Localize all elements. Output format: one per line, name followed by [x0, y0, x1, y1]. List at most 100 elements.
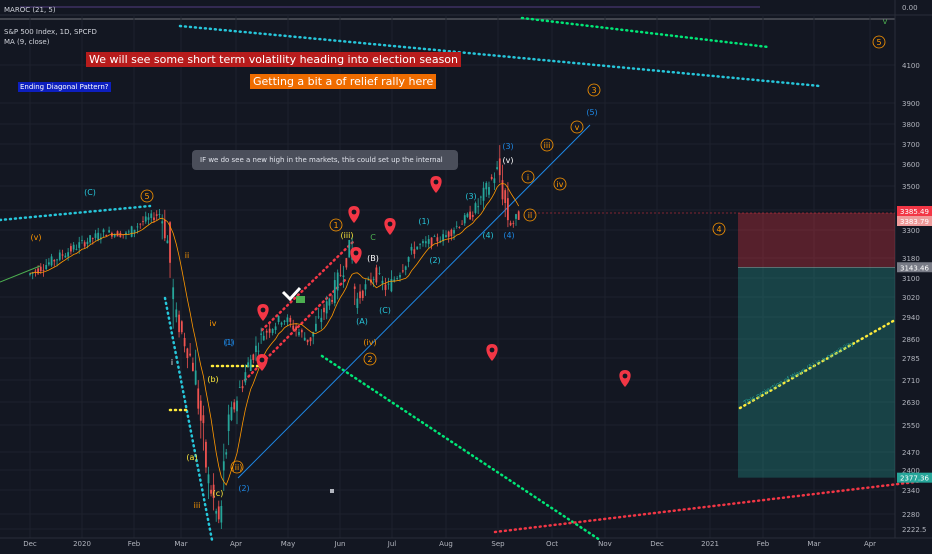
candle-body-16 — [72, 244, 75, 250]
indicator-tick-label: 0.00 — [902, 4, 918, 12]
map-pin-dot-0 — [260, 307, 266, 313]
wave-label-35: 3 — [591, 86, 596, 95]
candle-body-132 — [393, 279, 396, 282]
y-tick-label-12: 2860 — [902, 336, 920, 344]
candle-body-115 — [345, 258, 348, 268]
wave-label-37: 5 — [876, 38, 881, 47]
wave-label-31: iii — [544, 141, 551, 150]
candle-body-20 — [83, 242, 86, 247]
trend-cyan-top — [178, 24, 822, 88]
candle-body-91 — [277, 315, 280, 322]
trend-green-top — [520, 16, 770, 49]
map-pin-icon-6 — [486, 344, 498, 361]
y-tick-label-3: 3700 — [902, 141, 920, 149]
candle-body-149 — [442, 234, 445, 242]
candle-body-153 — [453, 230, 455, 234]
wave-label-4: iv — [210, 319, 217, 328]
candle-body-44 — [150, 213, 153, 219]
candle-body-46 — [155, 214, 158, 216]
candle-body-88 — [268, 328, 271, 333]
candle-body-100 — [303, 337, 306, 341]
ending-diagonal-note: Ending Diagonal Pattern? — [18, 82, 111, 92]
indicator-label: MAROC (21, 5) — [4, 6, 56, 14]
candle-body-11 — [58, 252, 61, 260]
candle-body-62 — [199, 400, 202, 421]
candle-body-82 — [252, 354, 255, 361]
candle-body-107 — [323, 307, 325, 313]
wave-circle-31 — [540, 138, 554, 152]
candle-body-86 — [262, 335, 265, 341]
candle-body-47 — [158, 213, 161, 215]
x-tick-label-10: Oct — [546, 540, 558, 548]
candle-body-60 — [194, 370, 197, 385]
candle-body-42 — [144, 216, 147, 222]
candle-body-141 — [419, 244, 421, 245]
wave-label-9: (ii) — [232, 463, 243, 472]
x-tick-label-3: Mar — [174, 540, 187, 548]
candle-body-92 — [280, 322, 283, 325]
y-tick-label-10: 3020 — [902, 294, 920, 302]
candle-body-52 — [172, 287, 175, 300]
y-tick-label-17: 2470 — [902, 449, 920, 457]
candle-body-139 — [413, 249, 416, 254]
candle-body-128 — [381, 280, 384, 284]
candle-body-169 — [496, 167, 498, 169]
wave-circle-33 — [570, 120, 584, 134]
trend-cyan-crash — [163, 296, 214, 542]
wave-label-10: (c) — [213, 489, 224, 498]
candle-body-13 — [64, 255, 67, 258]
x-tick-label-12: Dec — [650, 540, 664, 548]
candle-body-96 — [292, 325, 295, 330]
candle-body-83 — [255, 345, 257, 353]
candle-body-116 — [348, 240, 351, 258]
ma-line — [29, 183, 520, 486]
map-pin-dot-6 — [489, 347, 495, 353]
wave-label-34: (5) — [586, 108, 597, 117]
candle-body-29 — [108, 230, 110, 233]
x-tick-label-1: 2020 — [73, 540, 91, 548]
candle-body-31 — [113, 234, 116, 237]
candle-body-79 — [244, 372, 247, 383]
map-pin-icon-4 — [350, 247, 362, 264]
ma-legend: MA (9, close) — [4, 38, 50, 46]
wave-label-7: (a) — [186, 453, 197, 462]
candle-body-136 — [404, 266, 407, 270]
candle-body-165 — [485, 182, 488, 190]
candle-body-43 — [147, 217, 150, 220]
candle-body-54 — [178, 314, 180, 333]
candle-body-98 — [298, 331, 300, 336]
candle-body-50 — [166, 240, 169, 244]
wave-label-36: 4 — [716, 225, 721, 234]
candle-body-164 — [482, 187, 485, 201]
candle-body-118 — [353, 286, 356, 289]
candle-body-127 — [378, 273, 381, 274]
wave-label-29: i — [527, 173, 529, 182]
candle-body-24 — [94, 233, 97, 238]
candle-body-109 — [328, 298, 331, 306]
y-tick-label-4: 3600 — [902, 161, 920, 169]
candle-body-77 — [238, 387, 241, 389]
wave-label-32: iv — [557, 180, 564, 189]
candle-body-150 — [445, 235, 447, 238]
x-tick-label-2: Feb — [128, 540, 141, 548]
wave-label-27: (3) — [502, 142, 513, 151]
x-tick-label-8: Aug — [439, 540, 453, 548]
wave-label-12: (1) — [223, 338, 234, 347]
candle-body-151 — [447, 231, 450, 237]
wave-label-28: (4) — [503, 231, 514, 240]
candle-body-160 — [471, 214, 474, 217]
candle-body-158 — [466, 213, 469, 217]
candle-body-147 — [436, 237, 439, 242]
y-tick-label-5: 3500 — [902, 183, 920, 191]
wave-label-8: (i) — [225, 338, 233, 347]
wave-label-11: iii — [194, 501, 201, 510]
candle-body-144 — [427, 239, 430, 244]
price-label-0: 3385.49 — [900, 208, 929, 216]
wave-label-25: (4) — [482, 231, 493, 240]
wave-circle-14 — [329, 218, 343, 232]
ma-green-segment — [0, 265, 41, 283]
price-label-bg-1 — [897, 216, 932, 226]
candle-body-166 — [488, 187, 490, 195]
